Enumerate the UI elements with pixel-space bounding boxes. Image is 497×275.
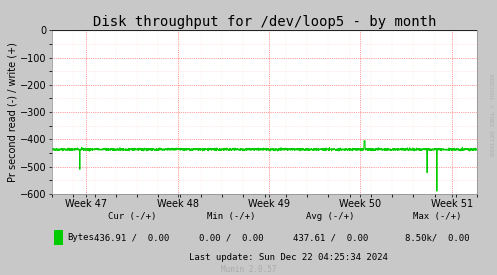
Y-axis label: Pr second read (-) / write (+): Pr second read (-) / write (+) [7, 42, 17, 182]
Text: Last update: Sun Dec 22 04:25:34 2024: Last update: Sun Dec 22 04:25:34 2024 [189, 253, 388, 262]
Text: 436.91 /  0.00: 436.91 / 0.00 [94, 233, 169, 242]
Text: 437.61 /  0.00: 437.61 / 0.00 [293, 233, 368, 242]
Text: RRDTOOL / TOBI OETIKER: RRDTOOL / TOBI OETIKER [488, 74, 493, 157]
Text: Avg (-/+): Avg (-/+) [306, 212, 355, 221]
Text: Cur (-/+): Cur (-/+) [107, 212, 156, 221]
Text: Min (-/+): Min (-/+) [207, 212, 255, 221]
Text: Munin 2.0.57: Munin 2.0.57 [221, 265, 276, 274]
Text: 8.50k/  0.00: 8.50k/ 0.00 [405, 233, 470, 242]
Text: 0.00 /  0.00: 0.00 / 0.00 [199, 233, 263, 242]
Text: Max (-/+): Max (-/+) [413, 212, 462, 221]
Text: Bytes: Bytes [67, 233, 94, 242]
Title: Disk throughput for /dev/loop5 - by month: Disk throughput for /dev/loop5 - by mont… [93, 15, 436, 29]
